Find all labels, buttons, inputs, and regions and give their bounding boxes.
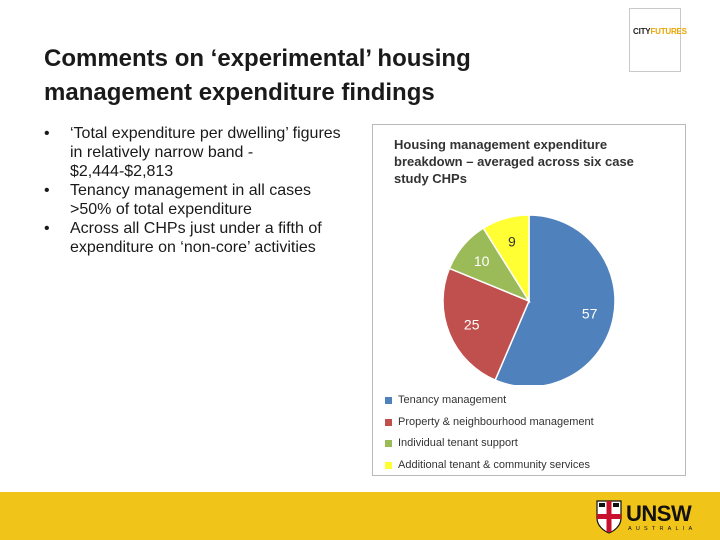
legend-label: Property & neighbourhood management bbox=[398, 415, 594, 428]
pie-slice-label: 25 bbox=[464, 316, 480, 332]
bullet-dot: • bbox=[44, 125, 50, 142]
chart-title: Housing management expenditure breakdown… bbox=[394, 137, 634, 186]
unsw-logo-text: UNSW bbox=[626, 501, 692, 526]
bullet-dot: • bbox=[44, 182, 50, 199]
legend-item: Individual tenant support bbox=[385, 433, 680, 455]
bullet-list: • ‘Total expenditure per dwelling’ figure… bbox=[44, 124, 354, 257]
pie-slice-label: 57 bbox=[582, 305, 598, 321]
pie-slice bbox=[442, 267, 530, 382]
pie-slice bbox=[482, 214, 530, 304]
bullet-text: Tenancy management in all cases >50% of … bbox=[70, 182, 312, 218]
unsw-logo-subtext: AUSTRALIA bbox=[628, 526, 697, 532]
chart-legend: Tenancy management Property & neighbourho… bbox=[385, 390, 680, 476]
pie-chart: 57 25 10 9 bbox=[442, 214, 616, 385]
bullet-text: Across all CHPs just under a fifth of ex… bbox=[70, 220, 322, 256]
legend-item: Tenancy management bbox=[385, 390, 680, 412]
legend-label: Tenancy management bbox=[398, 394, 507, 406]
cityfutures-logo-futures: FUTURES bbox=[650, 27, 687, 36]
legend-item: Additional tenant & community services bbox=[385, 455, 680, 477]
cityfutures-logo-city: CITY bbox=[633, 27, 651, 36]
pie-slice-label: 10 bbox=[474, 253, 490, 269]
legend-label: Individual tenant support bbox=[398, 437, 518, 449]
bullet-item: • Across all CHPs just under a fifth of e… bbox=[44, 219, 354, 257]
slide-title: Comments on ‘experimental’ housing manag… bbox=[44, 45, 471, 106]
bullet-item: • ‘Total expenditure per dwelling’ figure… bbox=[44, 124, 354, 181]
pie-slice-label: 9 bbox=[508, 233, 516, 249]
chart-panel: Housing management expenditure breakdown… bbox=[372, 124, 686, 476]
unsw-logo: UNSW AUSTRALIA bbox=[594, 497, 714, 537]
pie-slice bbox=[494, 214, 616, 385]
bullet-dot: • bbox=[44, 220, 50, 237]
legend-swatch bbox=[385, 440, 392, 447]
legend-swatch bbox=[385, 418, 392, 426]
bullet-text: ‘Total expenditure per dwelling’ figures… bbox=[70, 125, 341, 180]
unsw-crest-icon bbox=[596, 500, 622, 534]
cityfutures-logo: CITYFUTURES bbox=[629, 8, 687, 72]
legend-swatch bbox=[385, 461, 392, 469]
legend-item: Property & neighbourhood management bbox=[385, 412, 680, 434]
legend-swatch bbox=[385, 397, 392, 404]
bullet-item: • Tenancy management in all cases >50% of… bbox=[44, 181, 354, 219]
cityfutures-logo-text: CITYFUTURES bbox=[633, 27, 687, 36]
legend-label: Additional tenant & community services bbox=[398, 458, 590, 471]
